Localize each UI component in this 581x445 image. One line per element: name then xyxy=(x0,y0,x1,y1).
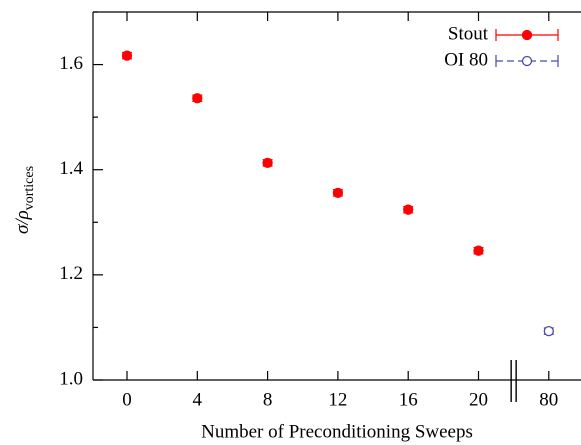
x-tick-label: 4 xyxy=(193,389,203,410)
y-tick-label: 1.2 xyxy=(59,263,83,284)
legend-marker xyxy=(521,55,533,67)
x-tick-label: 20 xyxy=(469,389,488,410)
y-tick-label: 1.6 xyxy=(59,53,83,74)
point xyxy=(543,325,554,337)
legend-marker xyxy=(521,29,533,41)
point xyxy=(332,187,344,198)
y-axis-label-main: σ/ρ xyxy=(12,210,33,234)
point xyxy=(403,204,414,215)
legend-label: OI 80 xyxy=(444,49,488,70)
x-tick-label: 12 xyxy=(328,389,347,410)
y-tick-label: 1.0 xyxy=(59,368,83,389)
x-tick-label: 8 xyxy=(263,389,273,410)
legend-label: Stout xyxy=(448,23,489,44)
y-tick-label: 1.4 xyxy=(59,158,83,179)
point xyxy=(192,93,203,104)
point xyxy=(473,245,484,256)
x-tick-label: 16 xyxy=(399,389,418,410)
x-axis-label: Number of Preconditioning Sweeps xyxy=(201,421,473,442)
y-axis-label-subscript: vortices xyxy=(22,166,37,210)
y-axis-label: σ/ρvortices xyxy=(12,166,37,234)
point xyxy=(121,50,133,61)
point xyxy=(262,157,273,169)
x-tick-label: 80 xyxy=(539,389,558,410)
x-tick-label: 0 xyxy=(122,389,132,410)
